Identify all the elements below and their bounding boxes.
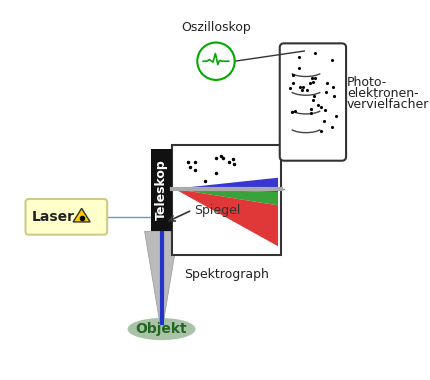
- Polygon shape: [174, 178, 278, 192]
- FancyBboxPatch shape: [25, 199, 107, 235]
- Polygon shape: [73, 208, 90, 222]
- FancyBboxPatch shape: [150, 149, 172, 231]
- Text: Laser: Laser: [32, 210, 75, 224]
- Text: Spiegel: Spiegel: [194, 204, 240, 217]
- Text: Spektrograph: Spektrograph: [184, 268, 269, 281]
- Circle shape: [197, 43, 235, 80]
- FancyBboxPatch shape: [172, 144, 281, 255]
- Text: elektronen-: elektronen-: [347, 87, 418, 100]
- Polygon shape: [144, 231, 178, 323]
- Text: vervielfacher: vervielfacher: [347, 98, 429, 111]
- Text: Photo-: Photo-: [347, 76, 387, 89]
- Text: Teleskop: Teleskop: [155, 160, 168, 220]
- Text: Objekt: Objekt: [136, 322, 187, 336]
- Polygon shape: [174, 189, 278, 246]
- Ellipse shape: [128, 318, 196, 340]
- Text: Oszilloskop: Oszilloskop: [181, 21, 251, 34]
- Polygon shape: [174, 189, 278, 205]
- FancyBboxPatch shape: [280, 43, 346, 161]
